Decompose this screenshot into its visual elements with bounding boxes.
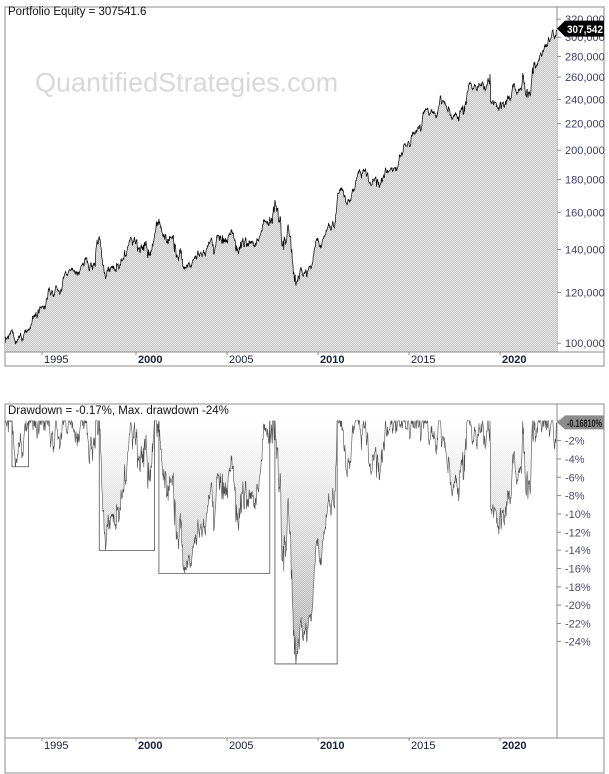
svg-text:-12%: -12% (565, 527, 591, 539)
svg-text:200,000: 200,000 (565, 145, 605, 157)
svg-text:2000: 2000 (138, 740, 162, 752)
svg-text:-0.16810%: -0.16810% (567, 418, 602, 430)
svg-text:220,000: 220,000 (565, 119, 605, 131)
svg-text:-18%: -18% (565, 582, 591, 594)
svg-text:-6%: -6% (565, 472, 585, 484)
svg-text:-10%: -10% (565, 509, 591, 521)
svg-text:-4%: -4% (565, 454, 585, 466)
svg-text:-16%: -16% (565, 563, 591, 575)
svg-text:307,542: 307,542 (567, 24, 603, 36)
svg-text:-24%: -24% (565, 636, 591, 648)
svg-text:-8%: -8% (565, 491, 585, 503)
svg-text:2010: 2010 (320, 740, 344, 752)
svg-text:180,000: 180,000 (565, 175, 605, 187)
svg-text:2000: 2000 (138, 354, 162, 366)
svg-text:2005: 2005 (229, 354, 253, 366)
svg-text:120,000: 120,000 (565, 287, 605, 299)
svg-text:Drawdown = -0.17%, Max. drawdo: Drawdown = -0.17%, Max. drawdown -24% (8, 405, 229, 417)
svg-text:-2%: -2% (565, 436, 585, 448)
svg-text:100,000: 100,000 (565, 338, 605, 350)
svg-text:1995: 1995 (44, 740, 68, 752)
svg-text:-20%: -20% (565, 600, 591, 612)
svg-text:2005: 2005 (229, 740, 253, 752)
svg-text:Portfolio Equity = 307541.6: Portfolio Equity = 307541.6 (8, 6, 146, 18)
svg-text:QuantifiedStrategies.com: QuantifiedStrategies.com (35, 68, 338, 98)
svg-text:2020: 2020 (502, 740, 526, 752)
svg-text:2015: 2015 (411, 740, 435, 752)
svg-text:-14%: -14% (565, 545, 591, 557)
svg-text:280,000: 280,000 (565, 51, 605, 63)
svg-text:1995: 1995 (44, 354, 68, 366)
svg-text:-22%: -22% (565, 619, 591, 631)
svg-text:140,000: 140,000 (565, 245, 605, 257)
svg-text:2010: 2010 (320, 354, 344, 366)
svg-text:160,000: 160,000 (565, 207, 605, 219)
svg-text:260,000: 260,000 (565, 72, 605, 84)
svg-text:2020: 2020 (502, 354, 526, 366)
svg-text:2015: 2015 (411, 354, 435, 366)
svg-text:240,000: 240,000 (565, 94, 605, 106)
